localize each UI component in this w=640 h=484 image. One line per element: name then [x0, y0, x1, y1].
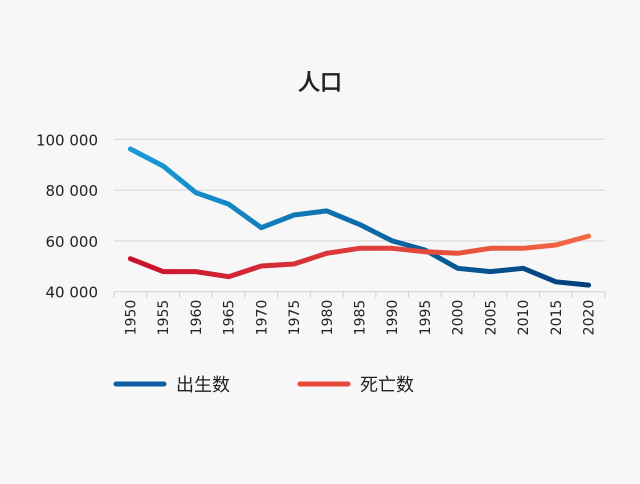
y-tick-label: 40 000 [46, 284, 99, 302]
series-line-1 [130, 149, 588, 285]
y-tick-label: 60 000 [46, 233, 99, 251]
x-tick-label: 2010 [516, 300, 532, 336]
legend-label: 出生数 [176, 375, 230, 396]
x-tick-label: 2000 [451, 300, 467, 336]
x-tick-label: 1975 [287, 300, 303, 336]
y-tick-label: 80 000 [46, 182, 99, 200]
x-tick-label: 2015 [549, 300, 565, 336]
legend-label: 死亡数 [360, 375, 414, 396]
x-tick-label: 1955 [156, 300, 172, 336]
x-tick-label: 1990 [385, 300, 401, 336]
x-tick-label: 1980 [320, 300, 336, 336]
x-tick-label: 1965 [222, 300, 238, 336]
x-tick-label: 2005 [483, 300, 499, 336]
x-tick-label: 1960 [189, 300, 205, 336]
chart-title: 人口 [298, 71, 342, 96]
x-tick-label: 1985 [353, 300, 369, 336]
x-tick-label: 1995 [418, 300, 434, 336]
y-tick-label: 100 000 [36, 131, 98, 149]
x-tick-label: 1970 [254, 300, 270, 336]
x-tick-label: 1950 [123, 300, 139, 336]
x-tick-label: 2020 [582, 300, 598, 336]
